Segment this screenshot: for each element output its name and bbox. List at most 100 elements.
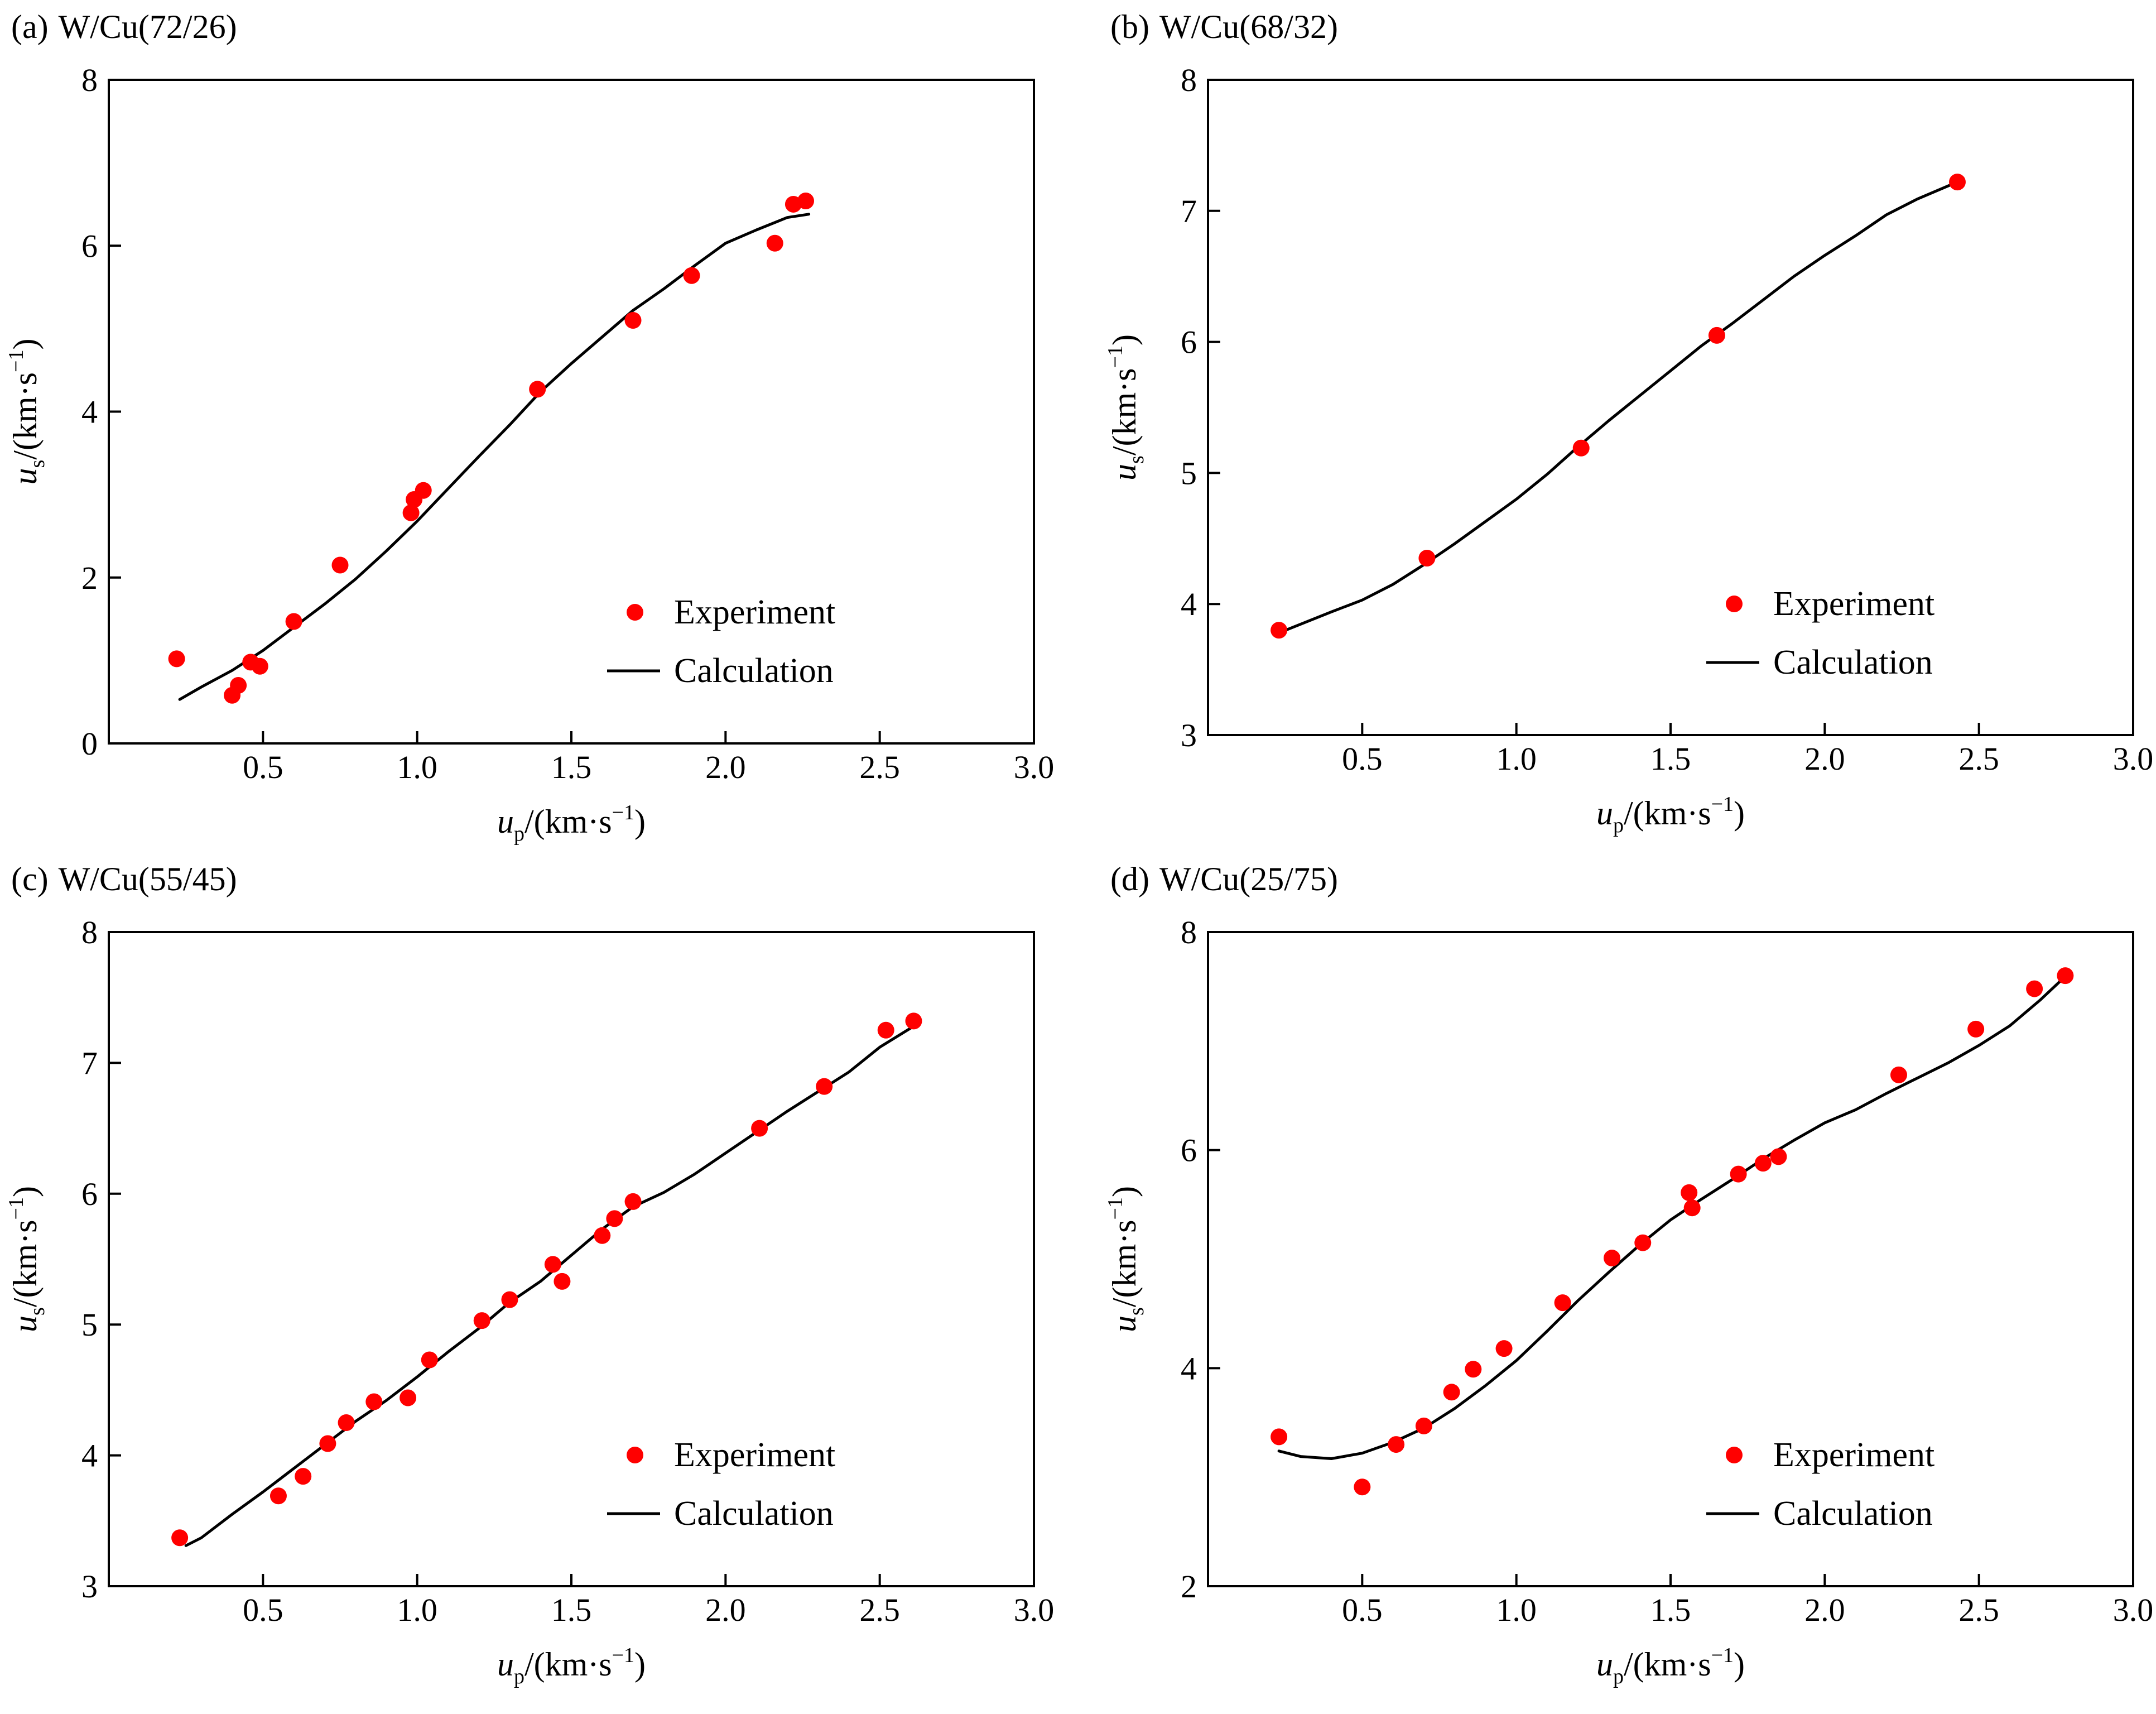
y-tick-label: 6 [81, 228, 98, 264]
panel-title: (c) W/Cu(55/45) [11, 861, 237, 897]
experiment-point [1770, 1148, 1787, 1165]
x-tick-label: 1.0 [1496, 741, 1537, 777]
experiment-point [751, 1120, 768, 1137]
legend-calculation-label: Calculation [1773, 1495, 1933, 1533]
experiment-point [1388, 1436, 1405, 1453]
experiment-point [1681, 1184, 1698, 1201]
y-tick-label: 3 [1181, 717, 1197, 753]
y-tick-label: 5 [1181, 455, 1197, 491]
chart-panel-d: (d) W/Cu(25/75) 0.5 1.0 1.5 2.0 2.5 3.0 2 4 6 8 up/(… [1104, 861, 2153, 1688]
plot-frame [108, 79, 1035, 745]
experiment-point [1754, 1155, 1772, 1172]
x-tick-label: 3.0 [2113, 741, 2154, 777]
experiment-point [415, 482, 432, 499]
experiment-point [402, 504, 420, 521]
experiment-point [421, 1351, 438, 1369]
y-tick-label: 3 [81, 1568, 98, 1605]
x-tick-label: 3.0 [1014, 749, 1055, 785]
experiment-point [1683, 1199, 1701, 1217]
experiment-point [338, 1414, 355, 1431]
experiment-point [400, 1389, 417, 1406]
y-tick-label: 6 [1181, 1132, 1197, 1169]
x-tick-label: 1.0 [397, 749, 437, 785]
experiment-point [1603, 1250, 1620, 1267]
y-tick-label: 6 [1181, 324, 1197, 361]
experiment-point [1270, 622, 1288, 639]
y-tick-label: 8 [1181, 914, 1197, 950]
legend-experiment-marker [1726, 1447, 1743, 1463]
y-axis-label: us/(km·s−1) [1104, 334, 1148, 481]
y-tick-label: 7 [81, 1045, 98, 1081]
legend-experiment-label: Experiment [674, 593, 835, 631]
experiment-point [285, 613, 302, 630]
experiment-point [1354, 1478, 1371, 1496]
experiment-point [2057, 967, 2074, 985]
experiment-point [1634, 1234, 1652, 1251]
x-tick-label: 3.0 [2113, 1592, 2154, 1628]
experiment-point [816, 1078, 833, 1095]
experiment-point [2026, 980, 2043, 997]
legend-calculation-label: Calculation [674, 1495, 834, 1533]
panel-title: (a) W/Cu(72/26) [11, 8, 237, 45]
experiment-point [365, 1393, 383, 1410]
calculation-line [178, 213, 811, 701]
experiment-point [473, 1312, 490, 1329]
experiment-point [168, 650, 185, 668]
legend-calculation-label: Calculation [1773, 644, 1933, 681]
y-tick-label: 4 [1181, 586, 1197, 622]
experiment-point [1708, 327, 1725, 344]
x-tick-label: 0.5 [243, 1592, 283, 1628]
experiment-point [683, 267, 700, 284]
legend-experiment-label: Experiment [674, 1436, 835, 1474]
y-tick-label: 2 [81, 560, 98, 596]
experiment-point [251, 657, 268, 675]
y-tick-label: 4 [81, 1438, 98, 1474]
calculation-line [184, 1025, 915, 1547]
y-tick-label: 8 [81, 62, 98, 98]
experiment-point [501, 1291, 518, 1308]
experiment-point [1270, 1428, 1288, 1446]
experiment-point [529, 381, 546, 398]
x-tick-label: 0.5 [1342, 1592, 1383, 1628]
y-axis-label: us/(km·s−1) [1104, 1186, 1148, 1332]
experiment-point [1572, 439, 1590, 457]
x-tick-label: 3.0 [1014, 1592, 1055, 1628]
experiment-point [171, 1529, 189, 1547]
y-axis-label: us/(km·s−1) [4, 1186, 49, 1332]
x-tick-label: 2.0 [705, 749, 746, 785]
x-tick-label: 1.0 [1496, 1592, 1537, 1628]
y-tick-label: 6 [81, 1176, 98, 1212]
x-axis-label: up/(km·s−1) [497, 801, 646, 846]
experiment-point [877, 1021, 894, 1039]
x-tick-label: 1.0 [397, 1592, 437, 1628]
x-tick-label: 2.5 [1958, 1592, 1999, 1628]
y-tick-label: 4 [81, 394, 98, 430]
experiment-point [1890, 1066, 1907, 1083]
experiment-point [797, 192, 815, 209]
experiment-point [1730, 1165, 1747, 1183]
calculation-line [1277, 972, 2070, 1460]
y-tick-label: 7 [1181, 193, 1197, 229]
chart-panel-b: (b) W/Cu(68/32) 0.5 1.0 1.5 2.0 2.5 3.0 3 4 5 6 7 8 up… [1104, 8, 2153, 837]
experiment-point [1465, 1361, 1482, 1378]
x-tick-label: 1.5 [551, 749, 592, 785]
experiment-point [1948, 174, 1966, 191]
legend-calculation-label: Calculation [674, 652, 834, 690]
legend-experiment-label: Experiment [1773, 1436, 1934, 1474]
experiment-point [554, 1273, 571, 1290]
experiment-point [331, 556, 349, 574]
x-tick-label: 1.5 [551, 1592, 592, 1628]
experiment-point [1967, 1020, 1985, 1038]
y-tick-label: 5 [81, 1307, 98, 1343]
calculation-line [1277, 180, 1959, 635]
y-tick-label: 2 [1181, 1568, 1197, 1605]
x-tick-label: 2.5 [859, 749, 900, 785]
y-axis-label: us/(km·s−1) [4, 339, 49, 485]
x-tick-label: 1.5 [1650, 741, 1691, 777]
y-tick-label: 0 [81, 726, 98, 762]
x-axis-label: up/(km·s−1) [1596, 793, 1745, 837]
x-tick-label: 2.5 [1958, 741, 1999, 777]
plot-frame [1207, 931, 2134, 1587]
legend-experiment-marker [627, 1447, 643, 1463]
experiment-point [624, 1193, 642, 1210]
